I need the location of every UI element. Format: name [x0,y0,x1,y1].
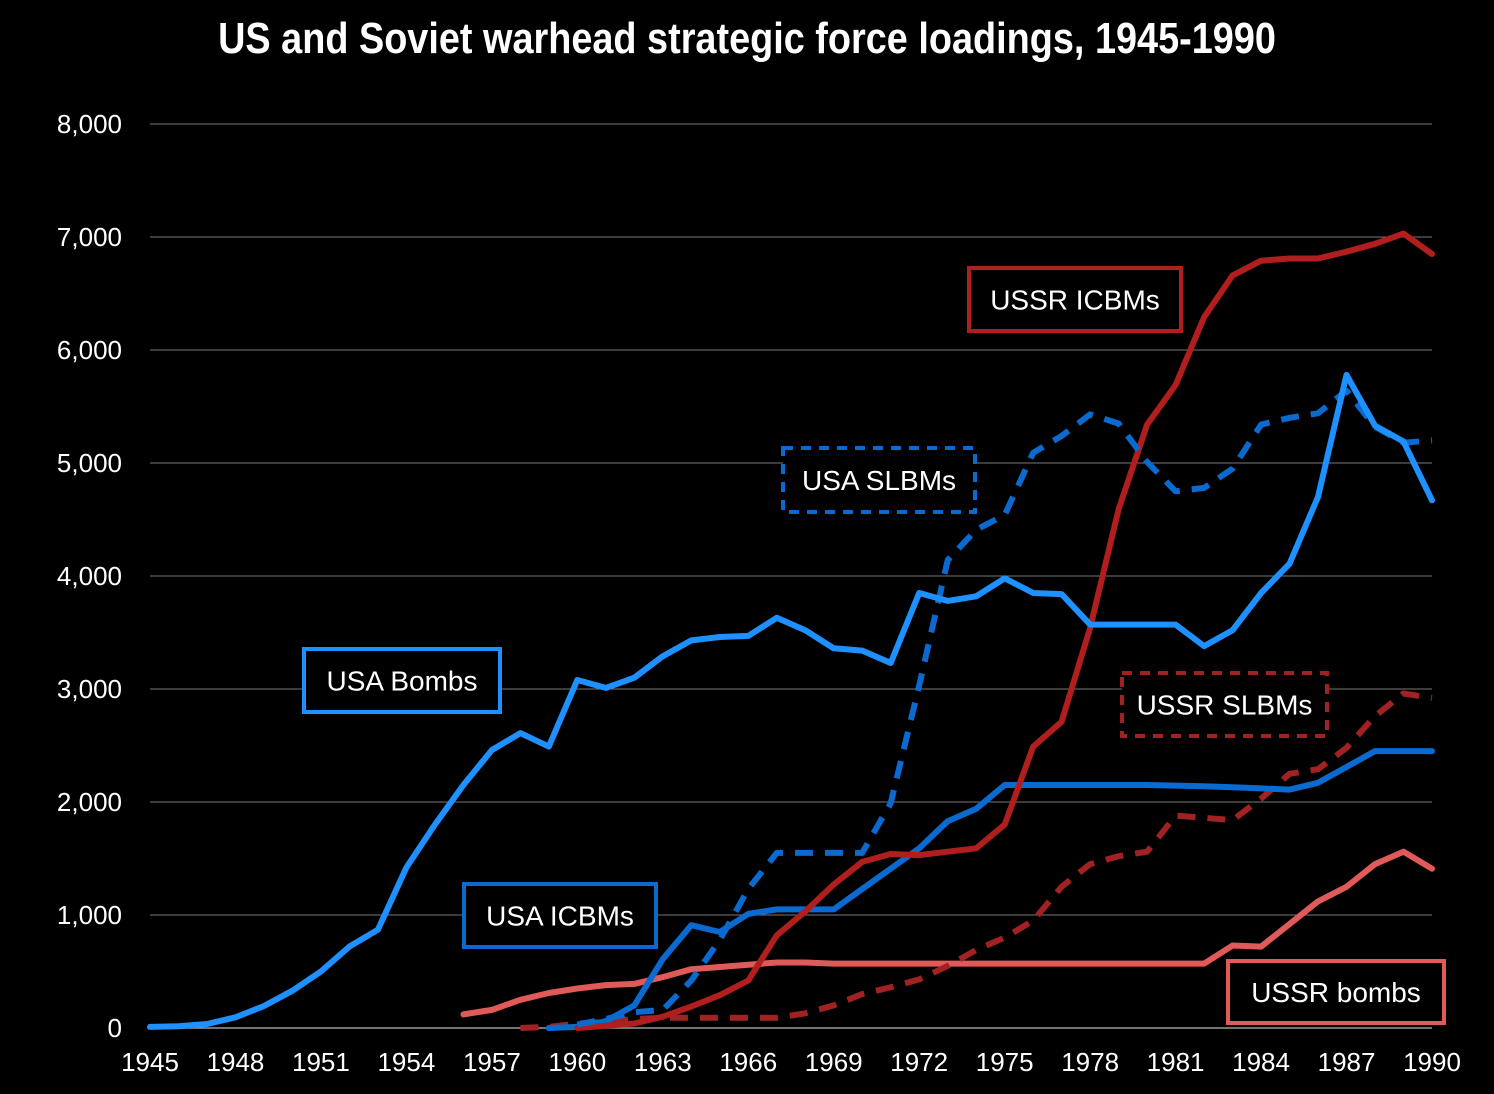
series-lines [147,230,1435,1031]
gridlines [150,123,1432,1029]
x-tick-label: 1951 [292,1047,350,1077]
label-ussr-bombs: USSR bombs [1226,959,1446,1025]
series-label-text: USA ICBMs [486,901,634,932]
label-box [302,647,502,714]
x-tick-label: 1969 [805,1047,863,1077]
y-tick-label: 1,000 [57,900,122,930]
series-label-text: USSR SLBMs [1137,690,1313,721]
y-tick-label: 6,000 [57,335,122,365]
label-ussr-icbms: USSR ICBMs [967,266,1183,333]
x-tick-label: 1963 [634,1047,692,1077]
series-line-usa-slbms [576,387,1433,1028]
x-tick-label: 1978 [1061,1047,1119,1077]
series-labels: USA Bombs USA ICBMs USA SLBMs USSR ICBMs USS… [302,266,1446,1025]
series-label-text: USSR bombs [1251,977,1421,1008]
x-tick-label: 1975 [976,1047,1034,1077]
y-tick-label: 3,000 [57,674,122,704]
x-tick-label: 1945 [121,1047,179,1077]
x-tick-label: 1948 [207,1047,265,1077]
x-tick-label: 1954 [377,1047,435,1077]
label-box [462,882,658,949]
y-tick-label: 0 [108,1013,122,1043]
label-box [781,446,977,514]
series-label-text: USSR ICBMs [990,285,1160,316]
series-line-usa-icbms [545,748,1435,1031]
y-tick-label: 5,000 [57,448,122,478]
x-tick-label: 1972 [890,1047,948,1077]
y-tick-label: 8,000 [57,109,122,139]
series-line-ussr-icbms [574,230,1435,1031]
x-tick-label: 1987 [1318,1047,1376,1077]
label-box [967,266,1183,333]
label-usa-icbms: USA ICBMs [462,882,658,949]
y-tick-label: 2,000 [57,787,122,817]
y-axis-ticks: 0 1,000 2,000 3,000 4,000 5,000 6,000 7,000 8,00… [57,109,122,1043]
x-axis-ticks: 1945 1948 1951 1954 1957 1960 1963 1966 1969 1972… [121,1047,1461,1077]
x-tick-label: 1966 [719,1047,777,1077]
label-usa-slbms: USA SLBMs [781,446,977,514]
label-ussr-slbms: USSR SLBMs [1120,671,1329,738]
x-tick-label: 1957 [463,1047,521,1077]
label-box [1226,959,1446,1025]
series-label-text: USA Bombs [327,666,478,697]
y-tick-label: 4,000 [57,561,122,591]
label-usa-bombs: USA Bombs [302,647,502,714]
x-tick-label: 1960 [548,1047,606,1077]
y-tick-label: 7,000 [57,222,122,252]
series-label-text: USA SLBMs [802,465,956,496]
x-tick-label: 1990 [1403,1047,1461,1077]
chart-title: US and Soviet warhead strategic force lo… [218,14,1276,63]
x-tick-label: 1981 [1147,1047,1205,1077]
series-line-usa-bombs [147,371,1435,1030]
x-tick-label: 1984 [1232,1047,1290,1077]
label-box [1120,671,1329,738]
series-line-ussr-slbms [520,690,1433,1031]
